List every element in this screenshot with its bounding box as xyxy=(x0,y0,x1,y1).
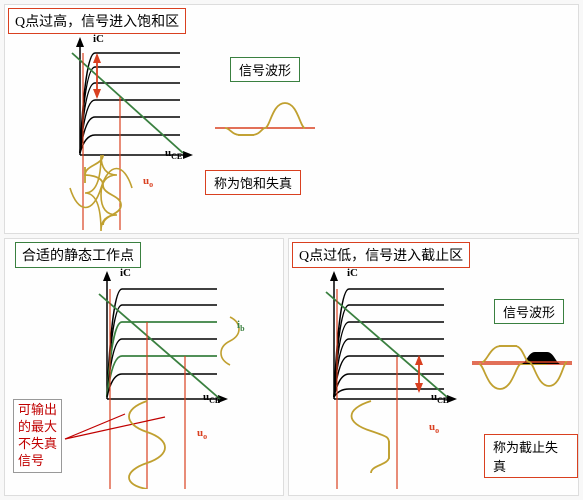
uo-label-cutoff: uo xyxy=(429,421,439,435)
panel-saturation: Q点过高，信号进入饱和区 iC uCE uo xyxy=(4,4,579,234)
output-wave-proper xyxy=(105,399,205,489)
uo-label-proper: uo xyxy=(197,427,207,441)
caption-cutoff: 称为截止失真 xyxy=(484,434,578,478)
output-wave-cutoff xyxy=(331,399,421,489)
axis-uce-proper: uCE xyxy=(203,391,220,405)
axis-uce-cutoff: uCE xyxy=(431,391,448,405)
ib-label-proper: ib xyxy=(237,319,245,333)
axis-ic-proper: iC xyxy=(120,267,131,279)
panel-cutoff: Q点过低，信号进入截止区 iC uCE uo xyxy=(288,238,579,496)
wave-label-cutoff: 信号波形 xyxy=(494,299,564,324)
axis-ic-cutoff: iC xyxy=(347,267,358,279)
wave-label-sat: 信号波形 xyxy=(230,57,300,82)
axis-uce-sat: uCE xyxy=(165,147,182,161)
output-wave-sat xyxy=(75,155,135,235)
axis-ic-sat: iC xyxy=(93,33,104,45)
panel-proper-q: 合适的静态工作点 iC uCE ib uo 可输出的最大不失真信号 xyxy=(4,238,284,496)
uo-label-sat: uo xyxy=(143,175,153,189)
waveform-cutoff-clean xyxy=(467,334,577,404)
annotation-max-signal: 可输出的最大不失真信号 xyxy=(13,399,62,473)
waveform-sat xyxy=(210,93,320,163)
caption-sat: 称为饱和失真 xyxy=(205,170,301,195)
